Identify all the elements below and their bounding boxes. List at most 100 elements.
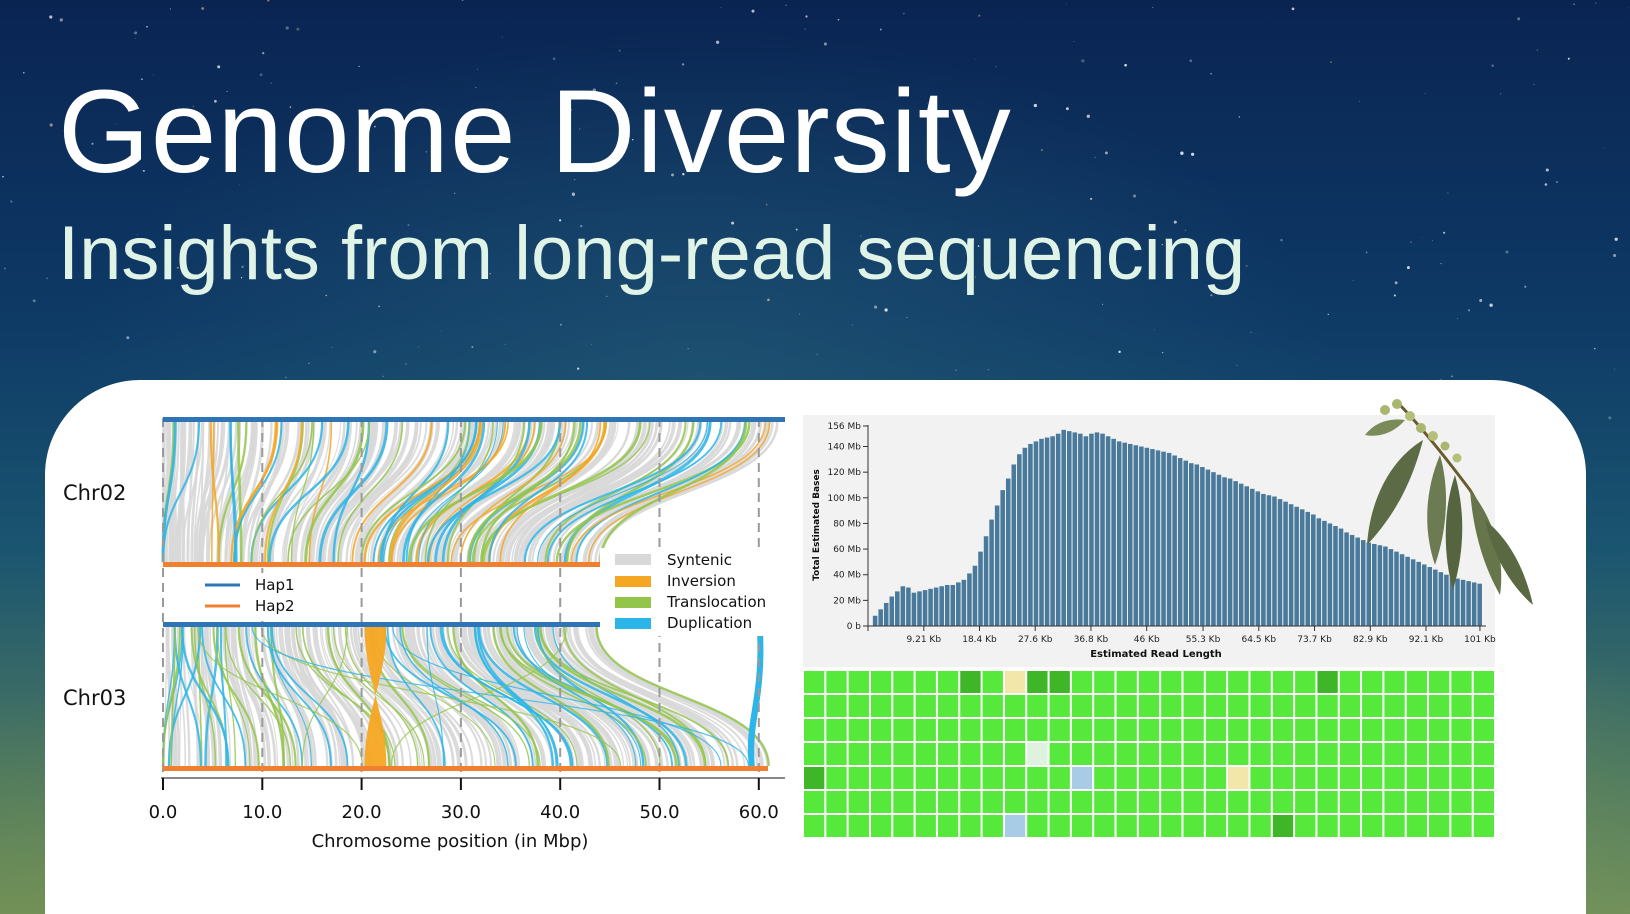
grid-cell (1451, 791, 1472, 813)
star (903, 12, 905, 15)
star (1608, 416, 1612, 420)
synteny-ribbon (304, 421, 365, 563)
synteny-ribbon (595, 626, 770, 767)
grid-cell (1049, 743, 1070, 765)
grid-cell (1161, 767, 1182, 789)
grid-cell (937, 695, 959, 717)
grid-cell (915, 695, 936, 717)
grid-cell (1362, 719, 1383, 741)
synteny-ribbon (216, 626, 251, 767)
synteny-ribbon (198, 421, 212, 563)
synteny-ribbon (426, 421, 562, 563)
star (681, 63, 685, 66)
grid-cell (1451, 767, 1472, 789)
histogram-bar (1377, 545, 1383, 626)
grid-cell (1339, 743, 1361, 765)
star (715, 40, 720, 44)
synteny-ribbon (426, 626, 444, 767)
grid-cell (1004, 815, 1026, 837)
grid-cell (1071, 815, 1093, 837)
histogram-bar (1433, 569, 1438, 626)
star (32, 299, 36, 303)
star (851, 324, 853, 326)
histogram-bar (972, 565, 978, 626)
histogram-x-tick-label: 92.1 Kb (1409, 635, 1444, 645)
synteny-ribbon (170, 626, 176, 767)
grid-cell (1339, 671, 1361, 693)
star (954, 369, 957, 372)
star (906, 317, 908, 319)
grid-cell (1250, 719, 1271, 741)
histogram-bar (1327, 523, 1333, 626)
histogram-bar (883, 602, 889, 626)
star (49, 123, 53, 127)
synteny-ribbon (539, 626, 730, 767)
synteny-ribbon (209, 421, 220, 563)
synteny-ribbon (565, 421, 695, 563)
grid-cell (915, 791, 936, 813)
star (134, 37, 136, 39)
star (1133, 194, 1137, 198)
synteny-ribbon (337, 421, 404, 563)
histogram-bar (1028, 443, 1033, 626)
grid-cell (982, 791, 1003, 813)
grid-cell (1027, 767, 1048, 789)
chr03-hap1-bar (163, 622, 600, 627)
histogram-bar (1011, 464, 1017, 626)
star (226, 91, 228, 92)
grid-cell (848, 815, 869, 837)
grid-cell (1362, 743, 1383, 765)
grid-cell (1116, 671, 1137, 693)
star (407, 224, 410, 227)
grid-cell (870, 743, 892, 765)
star (720, 7, 722, 9)
histogram-bar (1066, 431, 1072, 626)
star (296, 27, 300, 31)
star (560, 323, 562, 326)
star (590, 343, 592, 345)
synteny-ribbon (441, 626, 572, 767)
synteny-ribbon (315, 421, 377, 563)
synteny-ribbon (161, 626, 182, 767)
histogram-y-tick-label: 60 Mb (833, 545, 861, 555)
synteny-ribbon (282, 421, 325, 563)
histogram-bar (906, 587, 911, 626)
histogram-bar (1477, 583, 1482, 626)
star (615, 82, 618, 85)
inversion-legend-label: Inversion (667, 572, 736, 590)
grid-cell (1473, 815, 1494, 837)
synteny-ribbon (344, 626, 419, 767)
grid-cell (1250, 791, 1271, 813)
star (1327, 313, 1330, 316)
histogram-bar (1383, 546, 1388, 626)
star (1101, 303, 1104, 306)
grid-cell (1272, 767, 1294, 789)
histogram-bar (1471, 582, 1477, 626)
star (1066, 107, 1069, 111)
synteny-ribbon (180, 421, 186, 563)
grid-cell (1272, 671, 1294, 693)
star (1124, 63, 1127, 67)
synteny-ribbon (407, 421, 543, 563)
star (1081, 59, 1085, 63)
synteny-ribbon (340, 421, 422, 563)
star (860, 235, 862, 237)
histogram-y-tick-label: 100 Mb (827, 494, 861, 504)
synteny-ribbon (318, 421, 389, 563)
star (987, 369, 989, 371)
star (262, 51, 265, 55)
grid-cell (893, 815, 914, 837)
grid-cell (1161, 815, 1182, 837)
histogram-bar (1405, 556, 1410, 626)
star (874, 305, 878, 309)
histogram-bar (1388, 549, 1394, 626)
histogram-bar (1022, 447, 1028, 626)
grid-cell (1071, 695, 1093, 717)
histogram-bar (1460, 579, 1466, 626)
grid-cell (982, 767, 1003, 789)
grid-cell (1183, 695, 1204, 717)
grid-cell (1228, 791, 1249, 813)
histogram-bar (1194, 464, 1200, 626)
star (1094, 156, 1096, 158)
grid-cell (1071, 791, 1093, 813)
